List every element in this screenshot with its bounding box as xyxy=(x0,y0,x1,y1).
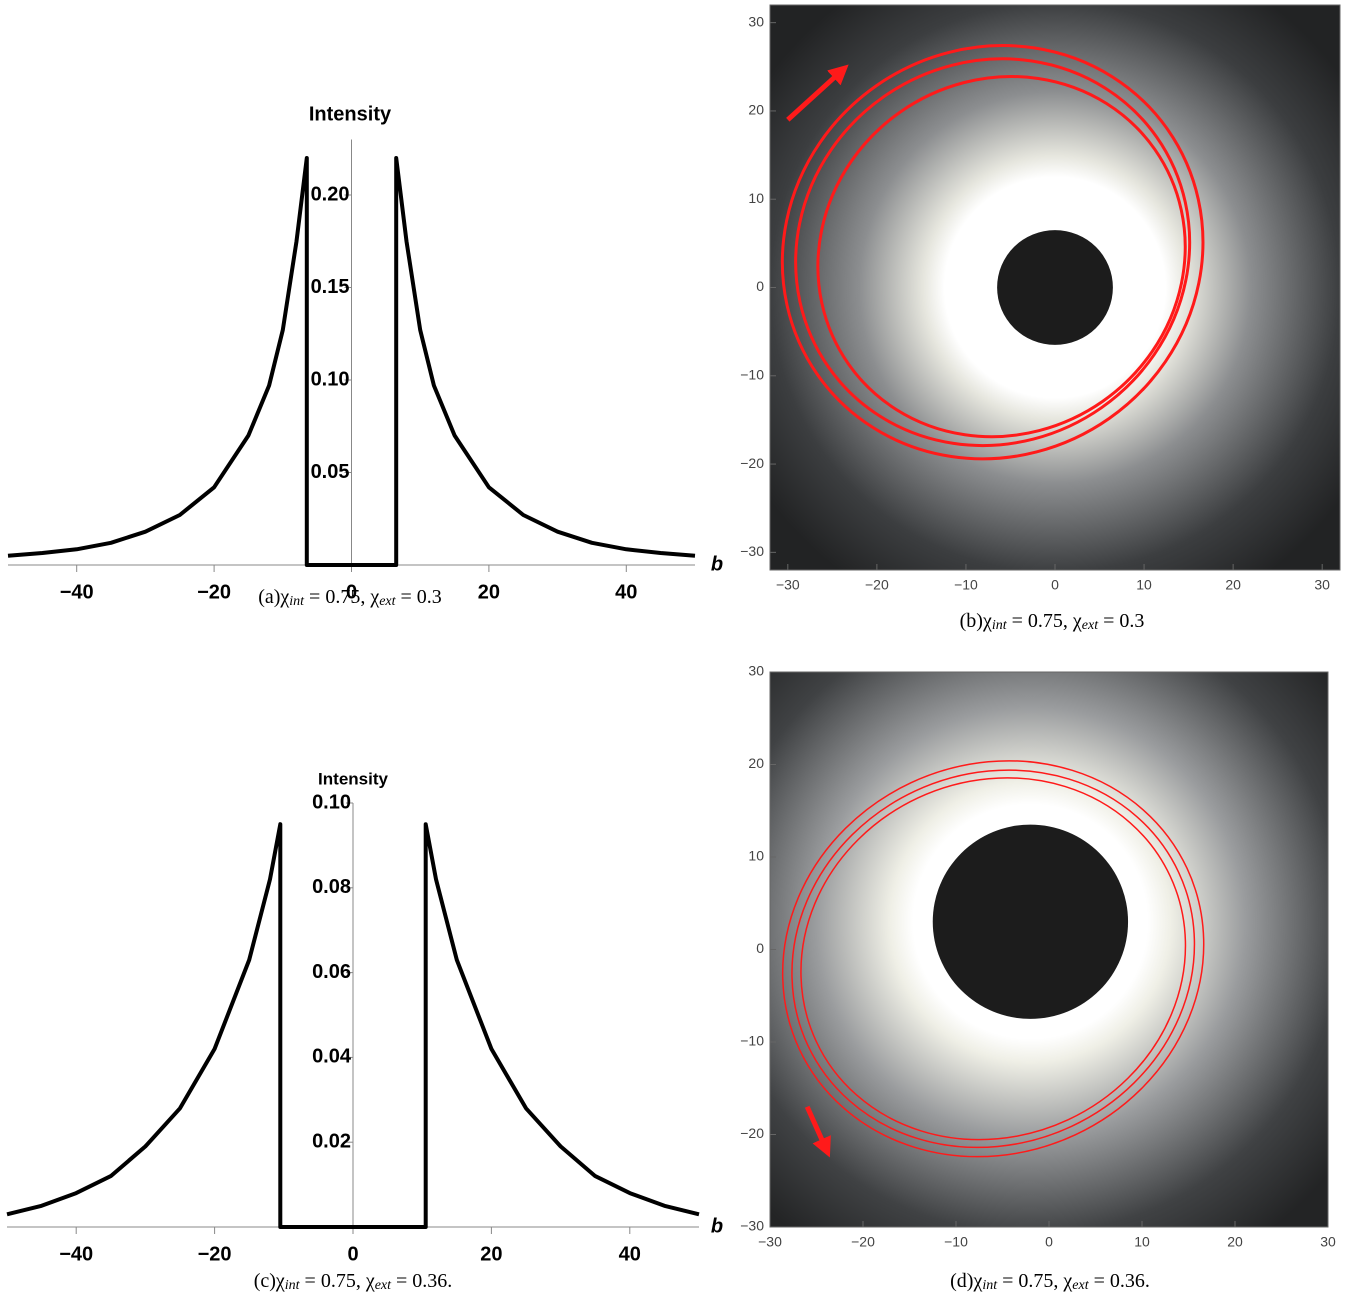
y-tick-label: 0.02 xyxy=(312,1130,351,1152)
caption-part: int xyxy=(289,594,305,609)
y-tick-label: 0.10 xyxy=(311,368,350,390)
x-tick-label: −30 xyxy=(776,577,800,593)
caption-part: ext xyxy=(1082,618,1099,633)
y-tick-label: 0.08 xyxy=(312,876,351,898)
x-tick-label: −10 xyxy=(944,1234,968,1250)
caption-part: int xyxy=(285,1278,301,1293)
x-tick-label: 20 xyxy=(478,581,500,603)
caption-part: (b)χ xyxy=(960,610,992,632)
y-tick-label: 0.15 xyxy=(311,276,350,298)
y-tick-label: 0 xyxy=(756,278,764,294)
caption: (b)χint = 0.75, χext = 0.3 xyxy=(960,610,1145,634)
shadow-disk xyxy=(932,824,1129,1019)
x-tick-label: 0 xyxy=(1045,1234,1053,1250)
orbit xyxy=(781,760,1205,1158)
x-tick-label: −30 xyxy=(758,1234,782,1250)
y-axis-title: Intensity xyxy=(309,103,392,125)
x-tick-label: −40 xyxy=(60,581,94,603)
y-tick-label: 0.05 xyxy=(311,461,350,483)
caption-part: = 0.3 xyxy=(396,586,442,608)
y-axis-title: Intensity xyxy=(318,769,388,788)
orbit xyxy=(816,75,1187,439)
x-axis-title: b xyxy=(711,1215,723,1237)
y-tick-label: 10 xyxy=(748,848,764,864)
x-tick-label: 30 xyxy=(1320,1234,1336,1250)
x-tick-label: −20 xyxy=(197,581,231,603)
x-tick-label: 10 xyxy=(1134,1234,1150,1250)
y-tick-label: −30 xyxy=(740,543,764,559)
y-tick-label: 20 xyxy=(748,755,764,771)
caption-part: int xyxy=(982,1278,998,1293)
caption-part: (d)χ xyxy=(950,1270,982,1292)
y-tick-label: 0 xyxy=(756,940,764,956)
y-tick-label: 0.06 xyxy=(312,961,351,983)
caption-part: int xyxy=(992,618,1008,633)
caption-part: = 0.75, χ xyxy=(304,586,379,608)
orbit xyxy=(800,777,1187,1141)
y-tick-label: −30 xyxy=(740,1218,764,1234)
x-tick-label: −20 xyxy=(851,1234,875,1250)
caption-part: = 0.75, χ xyxy=(1007,610,1082,632)
shadow-disk xyxy=(997,230,1113,345)
caption: (d)χint = 0.75, χext = 0.36. xyxy=(950,1270,1150,1294)
caption-part: = 0.3 xyxy=(1098,610,1144,632)
y-tick-label: −20 xyxy=(740,455,764,471)
caption-part: ext xyxy=(1072,1278,1089,1293)
caption: (c)χint = 0.75, χext = 0.36. xyxy=(254,1270,453,1294)
x-tick-label: 30 xyxy=(1314,577,1330,593)
x-axis-title: b xyxy=(711,553,723,575)
x-tick-label: 20 xyxy=(1225,577,1241,593)
y-tick-label: 30 xyxy=(748,663,764,679)
x-tick-label: 40 xyxy=(615,581,637,603)
y-tick-label: −20 xyxy=(740,1125,764,1141)
caption-part: = 0.36. xyxy=(1089,1270,1150,1292)
caption-part: (c)χ xyxy=(254,1270,285,1292)
direction-arrow xyxy=(786,64,849,122)
caption-part: = 0.75, χ xyxy=(300,1270,375,1292)
y-tick-label: −10 xyxy=(740,366,764,382)
orbit xyxy=(791,769,1196,1149)
intensity-curve xyxy=(7,156,696,567)
x-tick-label: 0 xyxy=(347,1243,358,1265)
x-tick-label: −20 xyxy=(865,577,889,593)
y-tick-label: 20 xyxy=(748,102,764,118)
caption-part: = 0.36. xyxy=(391,1270,452,1292)
caption-part: (a)χ xyxy=(258,586,289,608)
y-tick-label: 10 xyxy=(748,190,764,206)
y-tick-label: −10 xyxy=(740,1033,764,1049)
caption-part: = 0.75, χ xyxy=(997,1270,1072,1292)
y-tick-label: 0.04 xyxy=(312,1046,352,1068)
caption-part: ext xyxy=(379,594,396,609)
x-tick-label: −40 xyxy=(59,1243,93,1265)
x-tick-label: 20 xyxy=(1227,1234,1243,1250)
x-tick-label: 0 xyxy=(346,581,357,603)
intensity-curve xyxy=(6,822,700,1229)
x-tick-label: 20 xyxy=(480,1243,502,1265)
caption-part: ext xyxy=(375,1278,392,1293)
x-tick-label: −20 xyxy=(198,1243,232,1265)
y-tick-label: 0.20 xyxy=(311,183,350,205)
x-tick-label: 0 xyxy=(1051,577,1059,593)
y-tick-label: 0.10 xyxy=(312,791,351,813)
direction-arrow xyxy=(804,1105,831,1158)
y-tick-label: 30 xyxy=(748,13,764,29)
x-tick-label: 40 xyxy=(619,1243,641,1265)
orbit xyxy=(794,57,1192,448)
x-tick-label: −10 xyxy=(954,577,978,593)
x-tick-label: 10 xyxy=(1136,577,1152,593)
caption: (a)χint = 0.75, χext = 0.3 xyxy=(258,586,442,610)
orbit xyxy=(780,44,1205,461)
